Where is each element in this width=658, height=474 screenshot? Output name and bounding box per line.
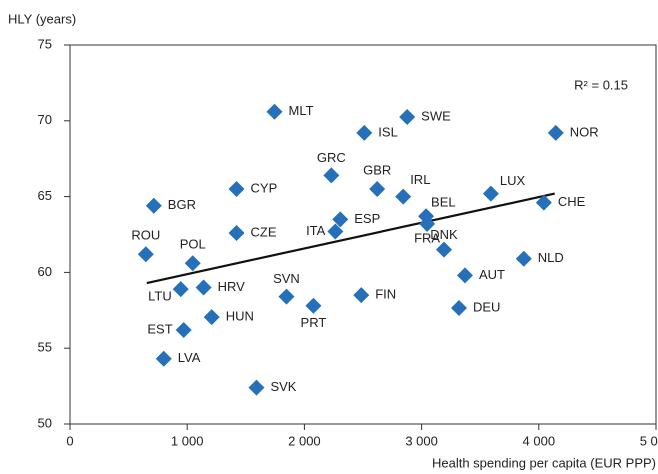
point-label: FIN	[375, 287, 396, 302]
point	[456, 267, 473, 284]
x-tick-label: 4 000	[523, 433, 556, 448]
point-label: POL	[180, 237, 206, 252]
point-label: LVA	[178, 350, 201, 365]
y-tick-label: 65	[38, 188, 52, 203]
point	[482, 185, 499, 202]
point	[184, 255, 201, 272]
point-label: IRL	[410, 172, 430, 187]
point-label: AUT	[479, 267, 505, 282]
x-tick-label: 5 000	[640, 433, 658, 448]
point	[266, 103, 283, 120]
y-tick-label: 70	[38, 112, 52, 127]
point-label: GRC	[317, 150, 346, 165]
point	[353, 287, 370, 304]
point-label: CZE	[251, 224, 277, 239]
point	[395, 188, 412, 205]
point-label: ISL	[378, 124, 398, 139]
x-axis-label: Health spending per capita (EUR PPP)	[432, 455, 656, 470]
point-label: BGR	[168, 197, 196, 212]
point	[155, 350, 172, 367]
point	[203, 309, 220, 326]
point	[515, 250, 532, 267]
point	[172, 281, 189, 298]
point-label: NOR	[570, 124, 599, 139]
point	[369, 181, 386, 198]
point	[450, 300, 467, 317]
point-label: ESP	[354, 211, 380, 226]
y-tick-label: 55	[38, 340, 52, 355]
point-label: DNK	[430, 227, 458, 242]
point	[535, 194, 552, 211]
point-label: CYP	[251, 180, 278, 195]
point	[278, 288, 295, 305]
point-label: GBR	[363, 162, 391, 177]
point-label: ROU	[131, 228, 160, 243]
point-label: PRT	[301, 315, 327, 330]
annotation: R² = 0.15	[574, 77, 628, 92]
point	[137, 246, 154, 263]
point-label: SWE	[421, 108, 451, 123]
point	[195, 279, 212, 296]
point	[228, 181, 245, 198]
point	[228, 224, 245, 241]
y-tick-label: 50	[38, 415, 52, 430]
x-tick-label: 0	[66, 433, 73, 448]
point-label: CHE	[558, 194, 586, 209]
point-label: BEL	[431, 195, 456, 210]
point-label: MLT	[289, 103, 314, 118]
point	[547, 124, 564, 141]
point	[356, 124, 373, 141]
point-label: HRV	[218, 279, 246, 294]
point-label: LTU	[148, 289, 172, 304]
x-tick-label: 2 000	[288, 433, 321, 448]
y-tick-label: 60	[38, 264, 52, 279]
point-label: HUN	[226, 309, 254, 324]
point-label: LUX	[500, 173, 526, 188]
trendline	[146, 192, 555, 285]
point-label: DEU	[473, 299, 500, 314]
point	[332, 211, 349, 228]
point	[399, 109, 416, 126]
y-tick-label: 75	[38, 36, 52, 51]
point	[323, 167, 340, 184]
x-tick-label: 1 000	[171, 433, 204, 448]
point	[248, 379, 265, 396]
point-label: SVK	[270, 379, 296, 394]
point	[435, 241, 452, 258]
plot-frame	[69, 44, 657, 425]
point-label: NLD	[538, 250, 564, 265]
point	[419, 215, 436, 232]
point	[305, 297, 322, 314]
point	[145, 197, 162, 214]
y-axis-label: HLY (years)	[8, 11, 76, 26]
x-tick-label: 3 000	[405, 433, 438, 448]
point	[327, 223, 344, 240]
point-label: ITA	[306, 223, 326, 238]
point	[175, 322, 192, 339]
point-label: FRA	[414, 230, 440, 245]
point-label: EST	[147, 321, 172, 336]
point-label: SVN	[273, 271, 300, 286]
